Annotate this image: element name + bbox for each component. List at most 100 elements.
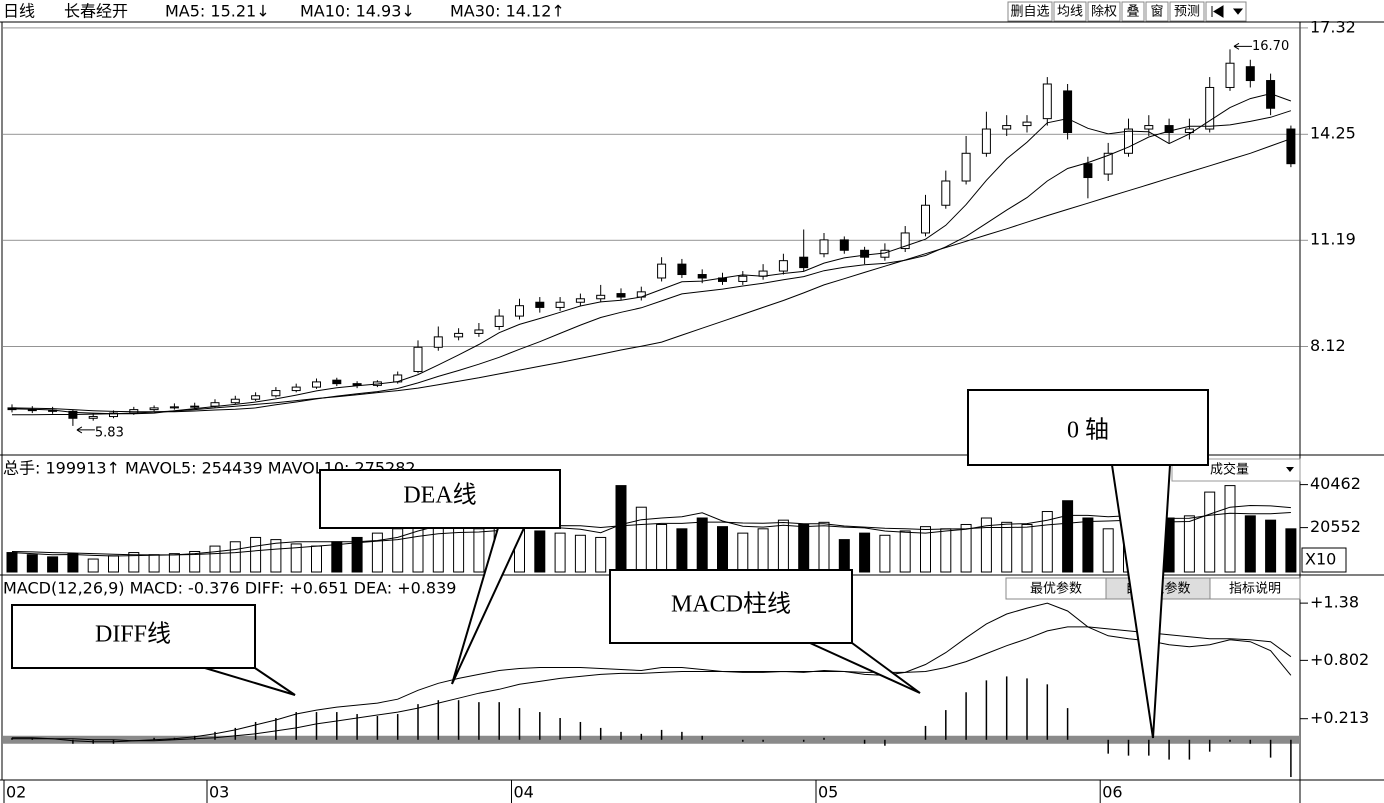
candle-body <box>778 260 788 272</box>
candle-body <box>860 249 870 258</box>
candle-body <box>1022 121 1032 127</box>
volume-bar <box>798 523 810 573</box>
volume-bar <box>1285 528 1297 573</box>
candle-body <box>535 301 545 308</box>
callout-text: MACD柱线 <box>671 591 791 618</box>
volume-bar <box>209 545 221 573</box>
volume-bar <box>1062 500 1074 573</box>
volume-bar <box>717 526 728 573</box>
indicator-line <box>11 93 1292 415</box>
macd-header: MACD(12,26,9) MACD: -0.376 DIFF: +0.651 … <box>3 579 456 598</box>
x-tick-label: 04 <box>514 783 534 802</box>
volume-bar <box>47 556 59 573</box>
volume-bar <box>1041 511 1053 573</box>
candle-body <box>515 305 524 317</box>
candle-body <box>961 152 971 182</box>
volume-bar <box>960 523 972 573</box>
candle-body <box>210 402 220 407</box>
candle-body <box>1144 125 1154 130</box>
volume-bar <box>1244 515 1256 573</box>
indicator-line <box>12 626 1292 742</box>
volume-bar <box>6 552 18 573</box>
candle-body <box>332 379 342 385</box>
volume-bar <box>1001 521 1013 573</box>
stock-name: 长春经开 <box>64 2 128 21</box>
y-tick-label: +1.38 <box>1310 593 1359 612</box>
toolbar-button-label[interactable]: 叠 <box>1126 5 1139 20</box>
candle-body <box>494 315 504 327</box>
toolbar-button-label[interactable]: 预测 <box>1174 5 1200 20</box>
toolbar-button[interactable] <box>1007 1 1053 22</box>
candle-body <box>1002 125 1012 130</box>
candle-body <box>291 386 301 392</box>
volume-bar <box>696 517 708 573</box>
volume-bar <box>453 523 465 573</box>
volume-bar <box>67 553 79 573</box>
candle-body <box>1103 152 1113 175</box>
candle-body <box>900 232 910 250</box>
annotation-arrow <box>76 426 95 434</box>
annotation-arrow <box>1233 42 1252 50</box>
volume-bar <box>595 536 607 573</box>
candle-body <box>981 128 991 154</box>
volume-bar <box>311 545 322 573</box>
toolbar-button[interactable] <box>1121 1 1145 22</box>
toolbar-button[interactable] <box>1053 1 1087 22</box>
volume-bar <box>229 541 241 573</box>
toolbar-button-label[interactable]: 均线 <box>1057 5 1083 20</box>
candle-body <box>1286 128 1296 165</box>
candle-body <box>575 298 585 303</box>
toolbar-button[interactable] <box>1169 1 1205 22</box>
indicator-line <box>11 504 1291 557</box>
annotation-label: 16.70 <box>1252 39 1289 54</box>
candle-body <box>251 395 261 400</box>
dropdown-arrow[interactable] <box>1286 467 1294 472</box>
callout-box <box>319 469 561 529</box>
nav-button[interactable] <box>1205 1 1247 22</box>
volume-bar <box>1082 517 1094 573</box>
candle-body <box>1063 90 1073 134</box>
y-tick-label: 17.32 <box>1310 17 1356 36</box>
indicator-name[interactable]: 成交量 <box>1210 462 1249 478</box>
candle-body <box>697 274 707 279</box>
callout-box <box>967 389 1209 466</box>
volume-bar <box>574 534 586 573</box>
toolbar-button-label[interactable]: 窗 <box>1150 4 1163 20</box>
indicator-button-label[interactable]: 最优参数 <box>1030 581 1082 597</box>
toolbar-button[interactable] <box>1087 1 1121 22</box>
volume-bar <box>87 558 99 573</box>
volume-bar <box>920 526 931 573</box>
candle-body <box>109 412 118 418</box>
candle-body <box>1205 86 1215 130</box>
candle-body <box>312 381 321 388</box>
x-tick-label: 05 <box>818 783 838 802</box>
volume-bar <box>859 532 871 573</box>
candle-body <box>474 329 484 334</box>
volume-bar <box>899 530 911 573</box>
volume-bar <box>554 532 566 573</box>
volume-bar <box>879 534 891 573</box>
candle-body <box>839 239 849 251</box>
candle-body <box>616 293 626 298</box>
volume-bar <box>351 536 363 573</box>
toolbar-button[interactable] <box>1145 1 1169 22</box>
legend-entry: MA30: 14.12↑ <box>450 2 565 21</box>
candle-body <box>149 407 159 411</box>
indicator-button-label[interactable]: 指标说明 <box>1229 582 1281 597</box>
period-label: 日线 <box>3 2 35 21</box>
indicator-button[interactable] <box>1209 577 1301 600</box>
candle-body <box>677 263 687 276</box>
legend-entry: MA5: 15.21↓ <box>165 2 270 21</box>
volume-bar <box>250 536 262 573</box>
toolbar-button-label[interactable]: 删自选 <box>1010 5 1049 20</box>
toolbar-button-label[interactable]: 除权 <box>1091 4 1117 20</box>
nav-icon[interactable] <box>1211 5 1244 18</box>
callout-text: DEA线 <box>403 482 476 509</box>
candle-body <box>657 263 667 279</box>
candle-body <box>454 332 464 338</box>
volume-bar <box>656 523 668 573</box>
y-tick-label: +0.213 <box>1310 708 1369 727</box>
volume-bar <box>189 550 201 573</box>
candle-body <box>1245 66 1255 82</box>
volume-bar <box>128 552 140 573</box>
